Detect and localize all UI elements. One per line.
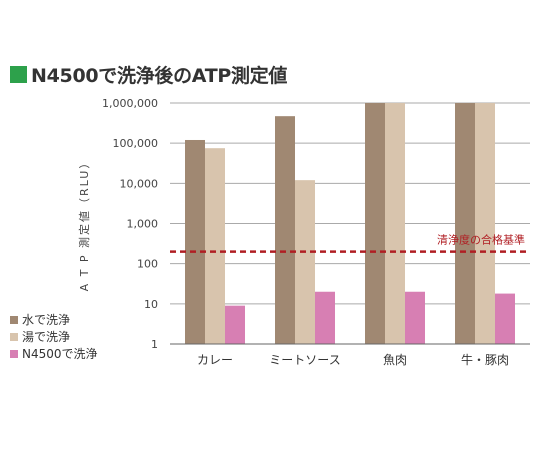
- legend-label: 水で洗浄: [22, 313, 70, 327]
- category-label: 魚肉: [383, 353, 407, 367]
- bar: [405, 291, 425, 344]
- title-marker: [10, 65, 27, 83]
- bar: [275, 116, 295, 344]
- reference-line-label: 清浄度の合格基準: [437, 233, 525, 247]
- legend-swatch: [10, 316, 18, 324]
- category-label: 牛・豚肉: [461, 352, 509, 367]
- bar: [475, 103, 495, 344]
- bar: [365, 103, 385, 344]
- axes: 1 10 100 1,000 10,000 100,000 1,000,000 A T P 測…: [77, 97, 530, 367]
- bar: [205, 148, 225, 344]
- category-label: カレー: [197, 353, 233, 367]
- bar: [315, 291, 335, 344]
- bar: [385, 103, 405, 344]
- y-tick-label: 1,000,000: [102, 97, 158, 110]
- y-tick-label: 10,000: [120, 177, 159, 190]
- y-tick-label: 100: [137, 258, 158, 271]
- reference-line-group: 清浄度の合格基準: [170, 233, 530, 253]
- chart-title-text: N4500で洗浄後のATP測定値: [31, 64, 288, 87]
- legend-swatch: [10, 350, 18, 358]
- bar: [225, 305, 245, 344]
- bar: [185, 139, 205, 344]
- y-tick-label: 1,000: [127, 218, 159, 231]
- bars: [185, 103, 515, 344]
- legend-label: N4500で洗浄: [22, 347, 98, 361]
- legend-swatch: [10, 333, 18, 341]
- bar: [455, 103, 475, 344]
- bar: [495, 293, 515, 344]
- y-tick-label: 1: [151, 338, 158, 351]
- chart-title: N4500で洗浄後のATP測定値: [10, 62, 288, 87]
- legend-label: 湯で洗浄: [22, 330, 70, 344]
- bar: [295, 180, 315, 344]
- y-tick-label: 10: [144, 298, 158, 311]
- y-tick-label: 100,000: [113, 137, 159, 150]
- y-axis-label: A T P 測定値（RLU）: [77, 156, 91, 292]
- category-label: ミートソース: [269, 353, 340, 367]
